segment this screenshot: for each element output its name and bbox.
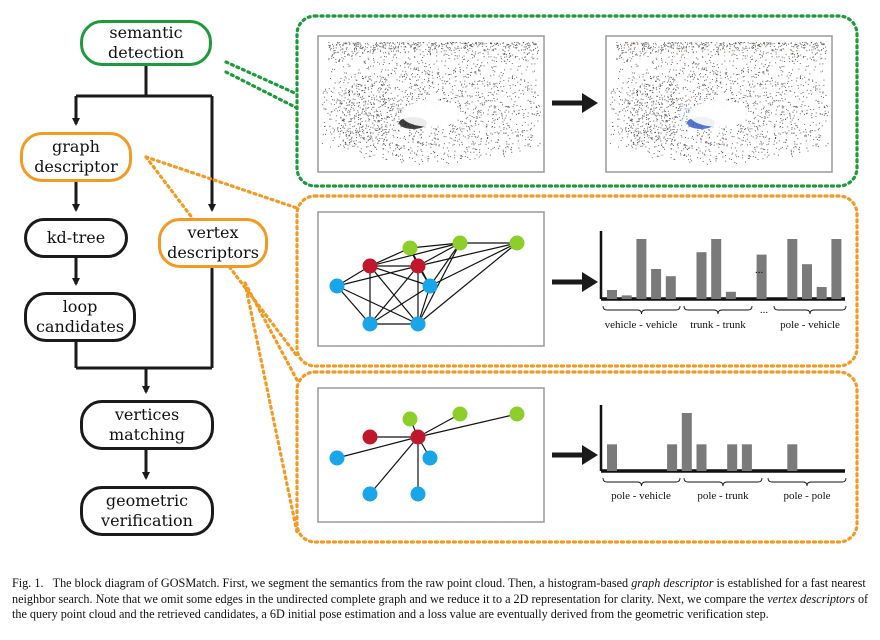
leader-graph xyxy=(144,155,299,210)
geometric-verification-node: geometric verification xyxy=(80,486,214,536)
graph-descriptor-panel xyxy=(295,194,859,368)
histogram-bar xyxy=(727,444,738,471)
loop-candidates-node: loop candidates xyxy=(24,292,136,342)
histogram-bar xyxy=(711,239,722,299)
histogram-group-label: pole - vehicle xyxy=(780,319,840,331)
histogram-bar xyxy=(681,413,692,471)
graph-vertex xyxy=(452,406,468,422)
vertex-descriptor-panel xyxy=(295,370,859,544)
histogram-bar xyxy=(636,239,647,299)
graph-descriptor-histogram: ... vehicle - vehicle trunk - trunk... pole… xyxy=(599,231,847,331)
kd-tree-node: kd-tree xyxy=(24,218,128,258)
histogram-bar xyxy=(816,287,827,299)
graph-vertex xyxy=(362,429,378,445)
graph-vertex xyxy=(509,235,525,251)
histogram-group-label: pole - trunk xyxy=(697,490,749,502)
histogram-bar xyxy=(696,444,707,471)
caption-prefix: Fig. 1. xyxy=(12,576,44,590)
group-brace xyxy=(767,477,847,487)
graph-vertex xyxy=(362,316,378,332)
caption-text-3: of the query point cloud and the retriev… xyxy=(12,591,869,622)
graph-vertex xyxy=(329,450,345,466)
histogram-group-label: pole - vehicle xyxy=(611,490,671,502)
histogram-group-label: trunk - trunk xyxy=(690,319,746,331)
graph-vertex xyxy=(422,450,438,466)
vertex-descriptor-histogram: pole - vehicle pole - trunk pole - pole xyxy=(599,405,847,502)
flow-connectors xyxy=(72,66,216,480)
figure-caption: Fig. 1. The block diagram of GOSMatch. F… xyxy=(12,576,880,623)
histogram-bar xyxy=(802,264,812,299)
histogram-bar xyxy=(607,290,617,299)
caption-text-2: is established for a fast nearest neighb… xyxy=(12,576,866,606)
graph-vertex xyxy=(362,258,378,274)
graph-vertex xyxy=(410,258,426,274)
histogram-bar xyxy=(651,269,662,299)
right-arrow-icon xyxy=(552,445,598,465)
histogram-bar xyxy=(725,291,736,299)
histogram-group-label: pole - pole xyxy=(783,490,830,502)
histogram-bar xyxy=(621,295,632,299)
histogram-bar xyxy=(741,444,752,471)
semantic-detection-node: semantic detection xyxy=(80,20,212,66)
leader-vertex xyxy=(243,281,299,382)
histogram-bar xyxy=(831,239,842,299)
histogram-bar xyxy=(787,444,798,471)
vertex-star-graph xyxy=(329,406,525,502)
group-brace xyxy=(683,477,763,487)
histogram-bar xyxy=(756,254,767,299)
graph-vertex xyxy=(509,406,525,422)
graph-vertex xyxy=(410,486,426,502)
right-arrow-icon xyxy=(552,272,598,292)
leader-semantic-2 xyxy=(224,70,299,110)
caption-term-vertex-descriptors: vertex descriptors xyxy=(767,591,855,606)
group-brace xyxy=(773,305,847,315)
vertex-descriptors-node: vertex descriptors xyxy=(158,218,268,268)
group-brace xyxy=(683,305,753,315)
graph-vertex xyxy=(452,235,468,251)
leader-vertex-2 xyxy=(243,281,299,534)
histogram-ellipsis: ... xyxy=(755,264,764,276)
graph-vertex xyxy=(402,240,418,256)
semantic-complete-graph xyxy=(329,235,525,332)
semantic-point-cloud xyxy=(610,42,829,165)
graph-descriptor-node: graph descriptor xyxy=(20,132,132,182)
histogram-group-label: vehicle - vehicle xyxy=(605,319,678,331)
vertices-matching-node: vertices matching xyxy=(80,400,214,450)
graph-vertex xyxy=(402,411,418,427)
graph-vertex xyxy=(329,278,345,294)
histogram-bar xyxy=(665,276,676,299)
graph-vertex xyxy=(422,278,438,294)
histogram-bar xyxy=(696,252,707,299)
histogram-bar xyxy=(667,444,678,471)
right-arrow-icon xyxy=(552,93,598,113)
histogram-group-label: ... xyxy=(760,304,769,316)
histogram-bar xyxy=(607,444,617,471)
semantic-panel xyxy=(295,14,859,188)
caption-term-graph-descriptor: graph descriptor xyxy=(631,576,714,590)
leader-semantic xyxy=(224,60,299,96)
histogram-bar xyxy=(787,239,798,299)
group-brace xyxy=(602,477,681,487)
raw-point-cloud xyxy=(322,42,541,165)
caption-text-1: The block diagram of GOSMatch. First, we… xyxy=(52,576,632,590)
group-brace xyxy=(602,305,681,315)
graph-vertex xyxy=(410,316,426,332)
graph-vertex xyxy=(410,429,426,445)
graph-vertex xyxy=(362,486,378,502)
